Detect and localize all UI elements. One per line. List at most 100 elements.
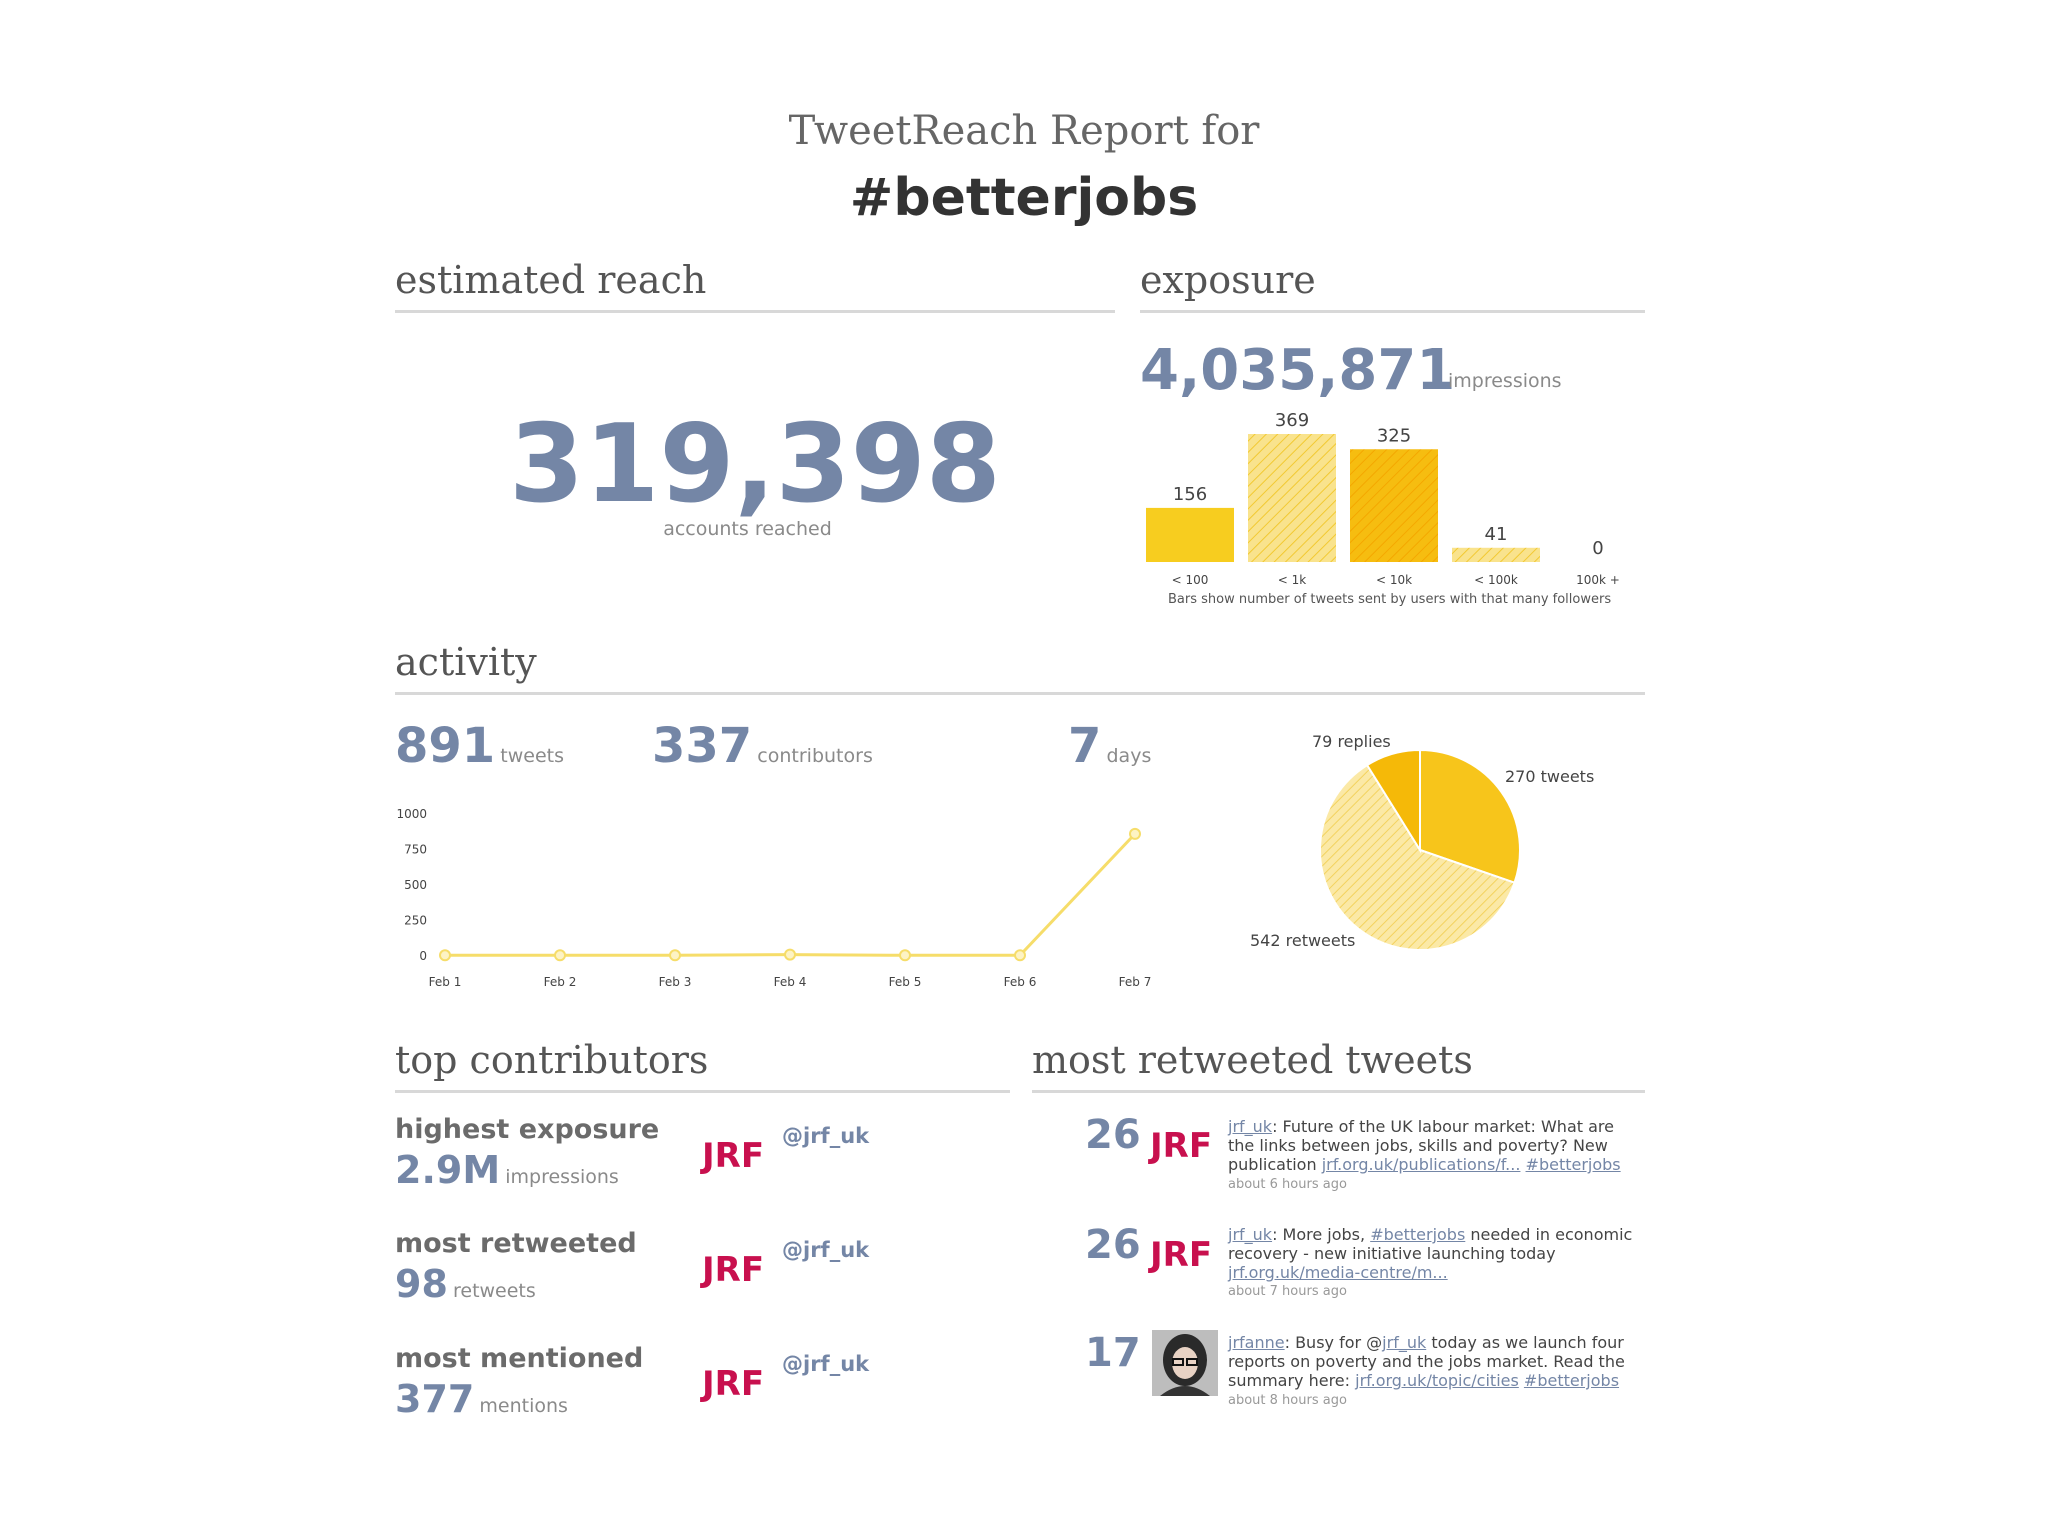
contributors-divider	[395, 1090, 1010, 1093]
exposure-bar	[1350, 449, 1438, 562]
jrf-logo[interactable]: JRF	[702, 1250, 765, 1290]
jrf-logo[interactable]: JRF	[1150, 1235, 1213, 1275]
tweets-value: 891	[395, 718, 496, 774]
exposure-bar	[1146, 507, 1234, 562]
contributor-unit: mentions	[479, 1395, 568, 1417]
reach-label: accounts reached	[663, 518, 832, 540]
y-tick-label: 500	[404, 878, 427, 892]
exposure-heading: exposure	[1140, 258, 1316, 302]
tweet-url-link[interactable]: jrf.org.uk/publications/f...	[1321, 1155, 1521, 1174]
tweet-timestamp: about 6 hours ago	[1228, 1177, 1347, 1192]
contributors-heading: top contributors	[395, 1038, 709, 1082]
bar-category-label: 100k +	[1576, 573, 1620, 587]
bar-value-label: 325	[1377, 425, 1411, 446]
y-tick-label: 0	[419, 949, 427, 963]
contributor-stat-mentioned: 377 mentions	[395, 1377, 568, 1421]
pie-slice-label: 79 replies	[1312, 732, 1391, 751]
bar-value-label: 369	[1275, 410, 1309, 431]
avatar-photo	[1152, 1330, 1218, 1396]
tweet-url-link[interactable]: jrf.org.uk/media-centre/m...	[1228, 1263, 1448, 1282]
bar-category-label: < 100k	[1474, 573, 1518, 587]
tweet-url-link[interactable]: jrf.org.uk/topic/cities	[1355, 1371, 1519, 1390]
y-tick-label: 750	[404, 843, 427, 857]
contributor-value: 2.9M	[395, 1148, 501, 1192]
pie-slice-label: 542 retweets	[1250, 931, 1355, 950]
contributor-label-mentioned: most mentioned	[395, 1343, 644, 1374]
tweet-timestamp: about 8 hours ago	[1228, 1393, 1347, 1408]
days-stat: 7 days	[1068, 718, 1151, 774]
contributor-label-retweeted: most retweeted	[395, 1228, 637, 1259]
activity-heading: activity	[395, 640, 537, 684]
bar-category-label: < 1k	[1278, 573, 1307, 587]
activity-point	[899, 949, 911, 962]
contributor-handle-link[interactable]: @jrf_uk	[782, 1352, 870, 1376]
activity-point	[439, 949, 451, 962]
tweet-body: : More jobs,	[1272, 1225, 1371, 1244]
pie-slice	[1419, 748, 1521, 884]
bar-value-label: 41	[1485, 524, 1508, 545]
exposure-bar-chart: 156 < 100 369 < 1k 325 < 10k 41 < 100k 0 100k +	[1146, 410, 1620, 587]
jrf-logo[interactable]: JRF	[702, 1364, 765, 1404]
tweet-mention-link[interactable]: jrf_uk	[1382, 1333, 1427, 1352]
tweet-body: needed in economic recovery - new initia…	[1228, 1225, 1633, 1263]
retweet-count: 26	[1085, 1222, 1141, 1268]
report-hashtag: #betterjobs	[849, 168, 1199, 228]
x-tick-label: Feb 7	[1119, 975, 1152, 989]
exposure-value: 4,035,871	[1140, 338, 1456, 403]
tweet-hashtag-link[interactable]: #betterjobs	[1370, 1225, 1466, 1244]
bar-category-label: < 100	[1172, 573, 1209, 587]
pie-slice	[1365, 748, 1421, 854]
bar-category-label: < 10k	[1376, 573, 1412, 587]
tweet-body: today as we launch four reports on pover…	[1228, 1333, 1625, 1390]
user-avatar[interactable]	[1152, 1330, 1218, 1396]
activity-line-chart: 0 250 500 750 1000 Feb 1 Feb 2 Feb 3 Feb 4 Feb 5 F…	[396, 807, 1152, 989]
retweeted-heading: most retweeted tweets	[1032, 1038, 1473, 1082]
contributor-label-exposure: highest exposure	[395, 1114, 660, 1145]
jrf-logo[interactable]: JRF	[702, 1136, 765, 1176]
x-tick-label: Feb 4	[774, 975, 807, 989]
contributor-value: 98	[395, 1262, 448, 1306]
exposure-bar	[1248, 434, 1336, 562]
tweet-timestamp: about 7 hours ago	[1228, 1284, 1347, 1299]
activity-point	[1129, 827, 1141, 840]
tweet-user-link[interactable]: jrf_uk	[1228, 1225, 1273, 1244]
contributor-handle-link[interactable]: @jrf_uk	[782, 1238, 870, 1262]
contributor-unit: impressions	[505, 1166, 619, 1188]
x-tick-label: Feb 1	[429, 975, 462, 989]
tweet-user-link[interactable]: jrf_uk	[1228, 1117, 1273, 1136]
contributors-value: 337	[652, 718, 753, 774]
tweet-text: jrfanne: Busy for @jrf_uk today as we la…	[1228, 1333, 1638, 1390]
tweet-hashtag-link[interactable]: #betterjobs	[1525, 1155, 1621, 1174]
tweet-text: jrf_uk: Future of the UK labour market: …	[1228, 1117, 1633, 1174]
x-tick-label: Feb 2	[544, 975, 577, 989]
exposure-divider	[1140, 310, 1645, 313]
x-tick-label: Feb 6	[1004, 975, 1037, 989]
activity-point	[554, 949, 566, 962]
contributor-value: 377	[395, 1377, 475, 1421]
activity-divider	[395, 692, 1645, 695]
days-unit: days	[1106, 745, 1152, 767]
activity-point	[669, 949, 681, 962]
contributor-stat-retweeted: 98 retweets	[395, 1262, 536, 1306]
pie-slice-label: 270 tweets	[1505, 767, 1594, 786]
contributor-handle-link[interactable]: @jrf_uk	[782, 1124, 870, 1148]
retweet-count: 17	[1085, 1330, 1141, 1376]
tweet-user-link[interactable]: jrfanne	[1228, 1333, 1285, 1352]
jrf-logo[interactable]: JRF	[1150, 1126, 1213, 1166]
tweets-unit: tweets	[500, 745, 565, 767]
exposure-unit: impressions	[1448, 370, 1562, 392]
x-tick-label: Feb 5	[889, 975, 922, 989]
tweet-body: : Busy for @	[1284, 1333, 1383, 1352]
tweets-stat: 891 tweets	[395, 718, 564, 774]
x-tick-label: Feb 3	[659, 975, 692, 989]
exposure-note: Bars show number of tweets sent by users…	[1168, 592, 1612, 607]
tweet-type-pie-chart: 270 tweets 542 retweets 79 replies	[1250, 732, 1594, 951]
bar-value-label: 0	[1592, 538, 1603, 559]
retweet-count: 26	[1085, 1112, 1141, 1158]
reach-divider	[395, 310, 1115, 313]
y-tick-label: 250	[404, 914, 427, 928]
contributor-stat-exposure: 2.9M impressions	[395, 1148, 619, 1192]
pie-slice	[1319, 763, 1516, 951]
tweet-hashtag-link[interactable]: #betterjobs	[1523, 1371, 1620, 1390]
report-subtitle: TweetReach Report for	[788, 108, 1260, 154]
